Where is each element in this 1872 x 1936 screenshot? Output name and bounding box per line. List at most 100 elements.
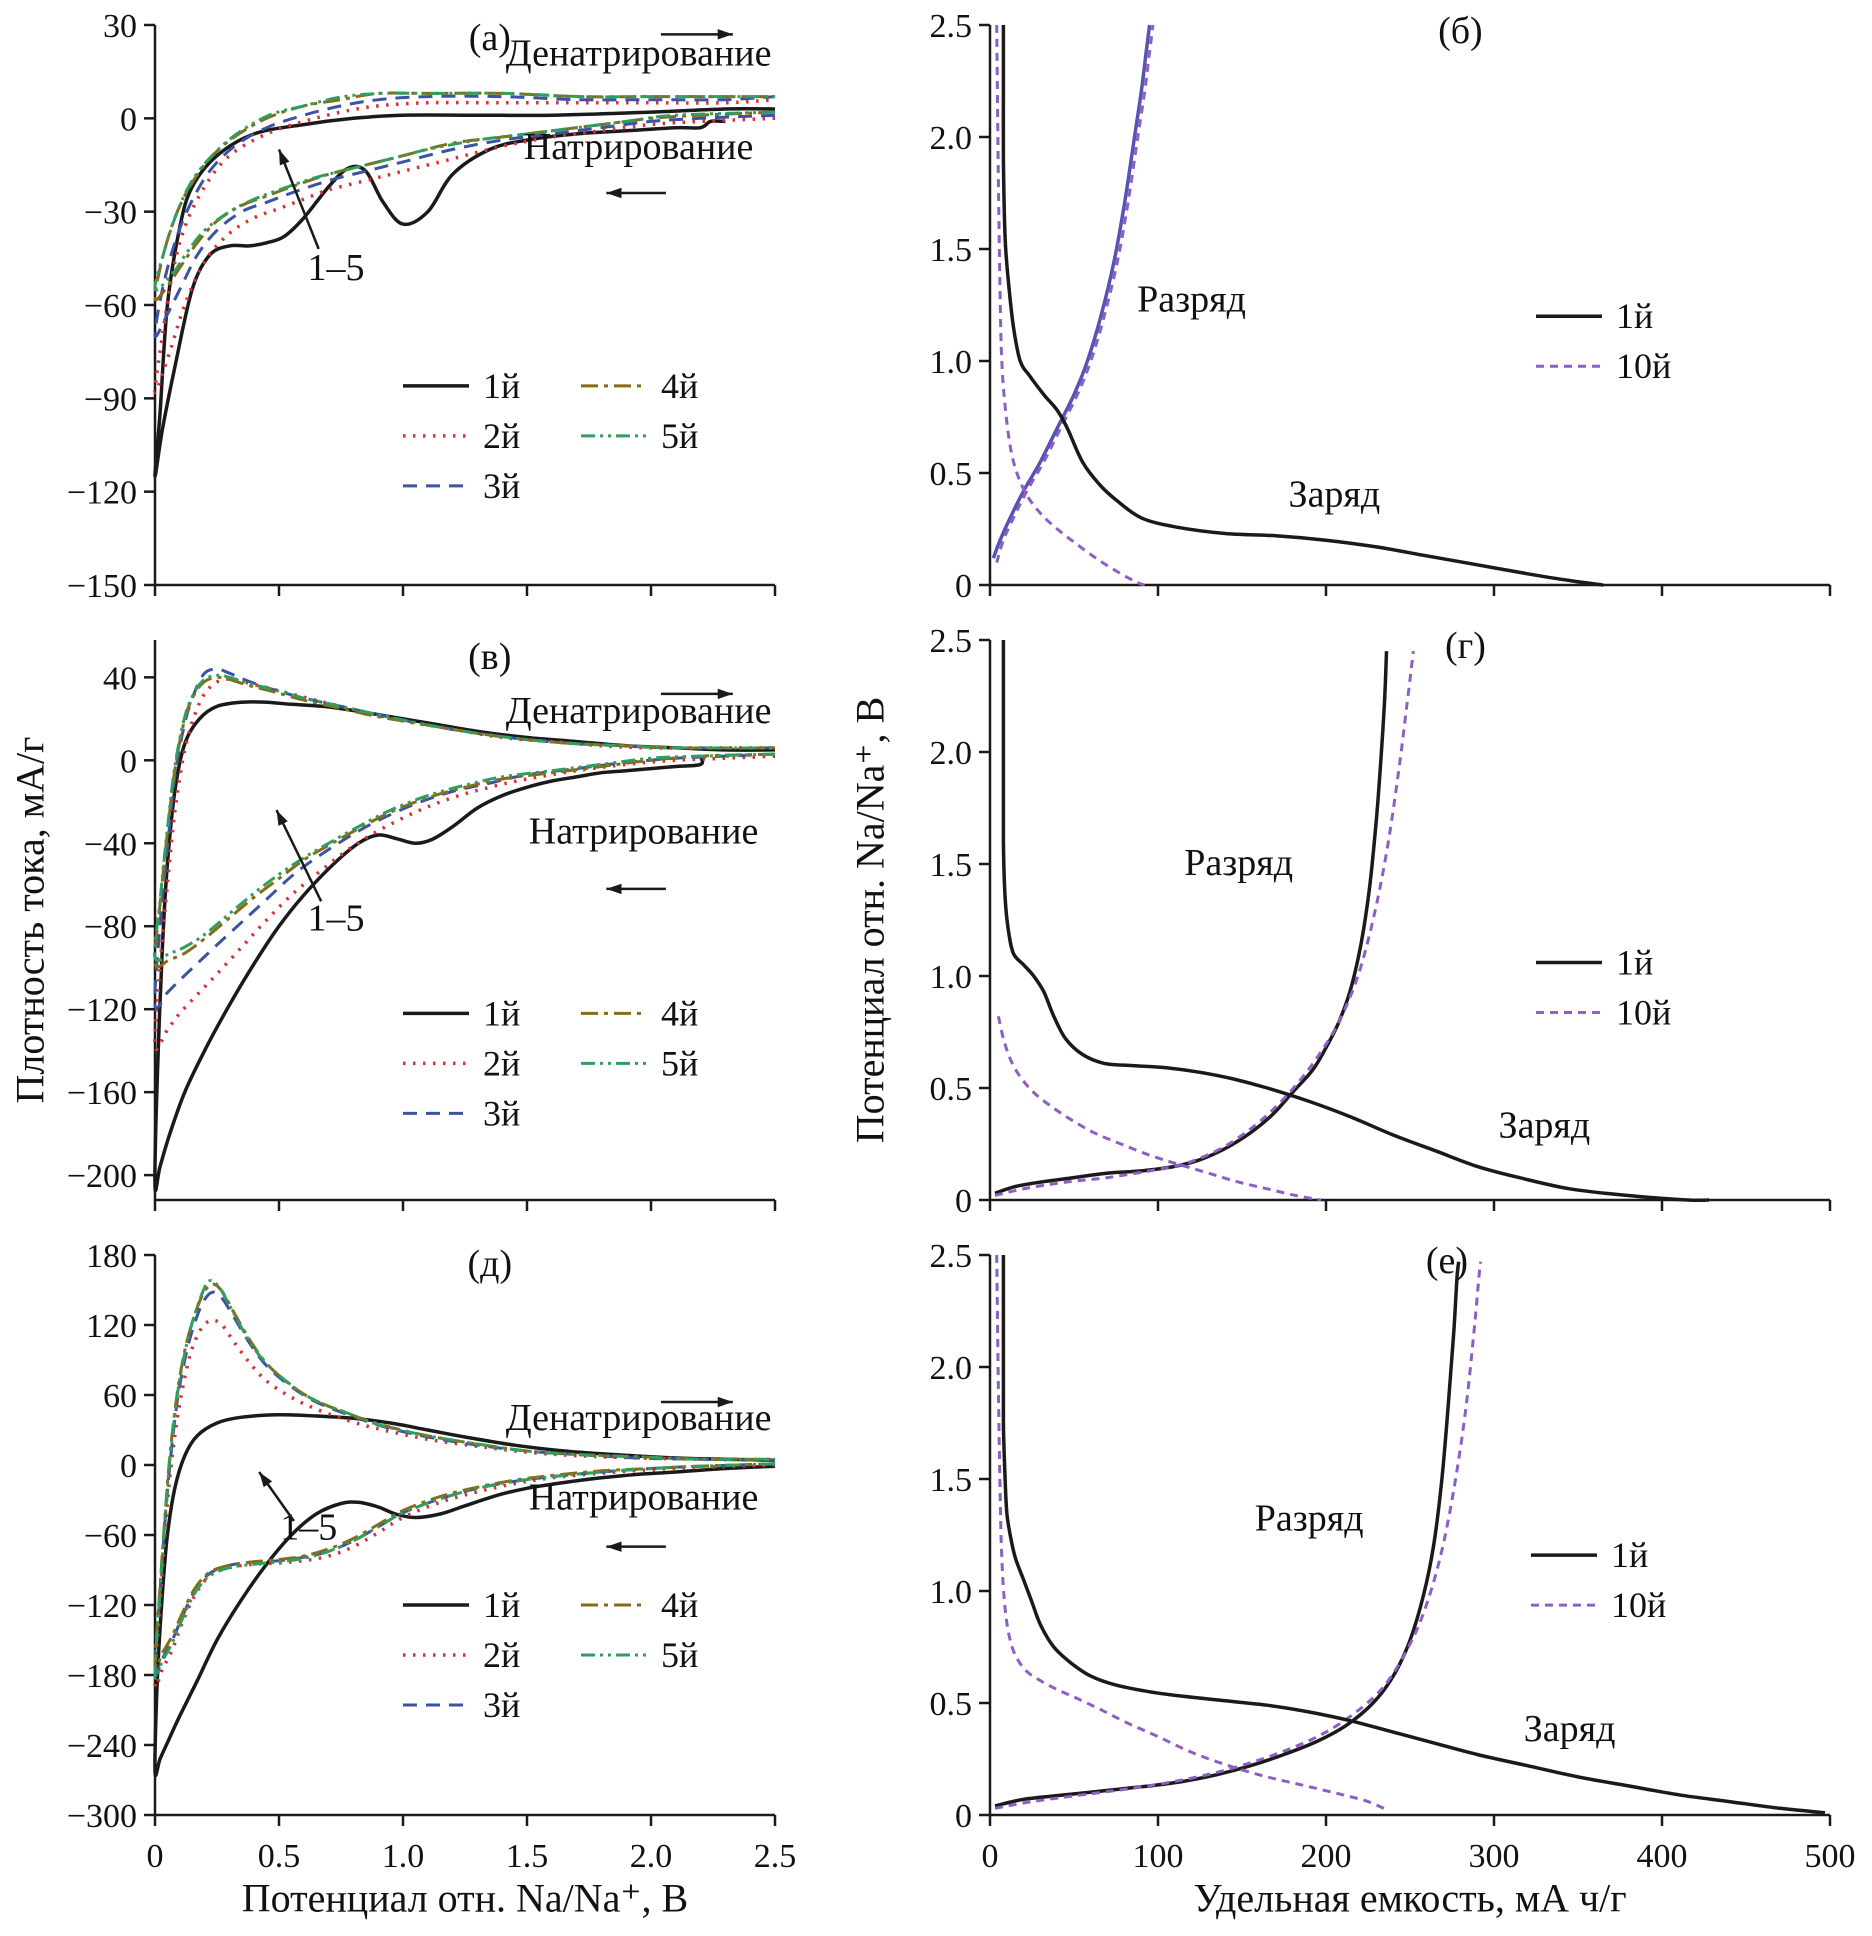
direction-arrow-line bbox=[275, 809, 323, 902]
series-cycle-2 bbox=[153, 677, 776, 1051]
x-tick-label: 2.0 bbox=[630, 1838, 673, 1875]
series-zaryad-1 bbox=[1001, 25, 1604, 587]
x-tick-label: 0 bbox=[147, 1838, 164, 1875]
annotation-text: Разряд bbox=[1255, 1498, 1364, 1540]
legend-label: 10й bbox=[1616, 346, 1671, 386]
annotation-text: Заряд bbox=[1499, 1104, 1591, 1146]
x-tick-label: 1.5 bbox=[506, 1838, 549, 1875]
y-tick-label: −40 bbox=[84, 826, 137, 863]
axes-spines bbox=[988, 640, 1830, 1202]
series-razryad-10 bbox=[994, 1261, 1483, 1810]
legend-label: 1й bbox=[1616, 943, 1653, 983]
x-tick-label: 500 bbox=[1805, 1838, 1856, 1875]
y-tick-label: −160 bbox=[67, 1075, 137, 1112]
annotation-text: Разряд bbox=[1184, 842, 1293, 884]
y-tick-label: −120 bbox=[67, 475, 137, 512]
y-tick-label: 2.5 bbox=[930, 1238, 973, 1275]
y-tick-label: 1.5 bbox=[930, 232, 973, 269]
y-tick-label: 0 bbox=[955, 1798, 972, 1835]
series-razryad-1 bbox=[994, 1261, 1461, 1808]
direction-arrow-head bbox=[717, 29, 733, 40]
y-tick-label: 1.5 bbox=[930, 1462, 973, 1499]
legend-label: 3й bbox=[483, 466, 520, 506]
x-tick-label: 0 bbox=[982, 1838, 999, 1875]
panel-letter: (е) bbox=[1426, 1240, 1468, 1282]
legend-label: 1й bbox=[483, 1585, 520, 1625]
legend-label: 3й bbox=[483, 1093, 520, 1133]
legend-label: 4й bbox=[661, 366, 698, 406]
legend-label: 5й bbox=[661, 1043, 698, 1083]
direction-arrow-head bbox=[259, 1472, 273, 1488]
legend-label: 5й bbox=[661, 416, 698, 456]
y-tick-label: 60 bbox=[103, 1378, 137, 1415]
right-x-axis-title: Удельная емкость, мА ч/г bbox=[1193, 1875, 1627, 1921]
panel-a: 30 0 −30 −60 −90 −120 −150 Денатрирование Натрир… bbox=[67, 8, 777, 605]
y-tick-label: 2.0 bbox=[930, 1350, 973, 1387]
series-cycle-1 bbox=[153, 700, 776, 1193]
annotation-text: Денатрирование bbox=[506, 1397, 772, 1439]
direction-arrow-head bbox=[606, 187, 622, 199]
direction-arrow-line bbox=[277, 148, 320, 250]
direction-arrow-head bbox=[606, 883, 622, 895]
y-tick-label: 1.0 bbox=[930, 959, 973, 996]
y-tick-label: 0 bbox=[120, 743, 137, 780]
y-tick-label: −90 bbox=[84, 381, 137, 418]
series-cycle-2 bbox=[153, 97, 776, 394]
legend-label: 10й bbox=[1611, 1585, 1666, 1625]
legend-label: 2й bbox=[483, 1635, 520, 1675]
series-zaryad-1 bbox=[1001, 640, 1710, 1203]
x-tick-label: 100 bbox=[1133, 1838, 1184, 1875]
y-tick-label: 2.0 bbox=[930, 120, 973, 157]
x-tick-label: 2.5 bbox=[754, 1838, 797, 1875]
series-cycle-4 bbox=[153, 91, 776, 302]
series-razryad-10 bbox=[994, 651, 1415, 1197]
y-tick-label: 120 bbox=[86, 1308, 137, 1345]
panel-v: 40 0 −40 −80 −120 −160 −200 Денатрирование Натри… bbox=[67, 636, 777, 1211]
direction-arrow-head bbox=[606, 1541, 622, 1552]
annotation-text: Натрирование bbox=[524, 126, 754, 168]
y-tick-label: −60 bbox=[84, 1518, 137, 1555]
y-tick-label: 0 bbox=[120, 101, 137, 138]
y-tick-label: −240 bbox=[67, 1728, 137, 1765]
y-tick-label: 2.5 bbox=[930, 623, 973, 660]
legend-label: 1й bbox=[483, 366, 520, 406]
annotation-text: Натрирование bbox=[529, 1476, 759, 1518]
y-tick-label: 1.0 bbox=[930, 344, 973, 381]
legend-label: 2й bbox=[483, 416, 520, 456]
annotation-text: 1–5 bbox=[308, 247, 365, 289]
annotation-text: Заряд bbox=[1524, 1708, 1616, 1750]
legend-label: 5й bbox=[661, 1635, 698, 1675]
panel-letter: (в) bbox=[468, 636, 511, 678]
x-tick-label: 1.0 bbox=[382, 1838, 425, 1875]
panel-letter: (д) bbox=[467, 1243, 512, 1285]
y-tick-label: 0.5 bbox=[930, 1686, 973, 1723]
y-tick-label: −180 bbox=[67, 1658, 137, 1695]
series-razryad-10 bbox=[995, 24, 1155, 564]
annotation-text: Натрирование bbox=[529, 810, 759, 852]
y-tick-label: 0 bbox=[120, 1448, 137, 1485]
series-cycle-1 bbox=[153, 107, 776, 478]
panel-letter: (б) bbox=[1438, 10, 1483, 52]
y-tick-label: 40 bbox=[103, 660, 137, 697]
series-zaryad-1 bbox=[1001, 1255, 1826, 1815]
legend-label: 3й bbox=[483, 1685, 520, 1725]
direction-arrow-head bbox=[717, 1396, 733, 1408]
series-cycle-1 bbox=[153, 1413, 776, 1778]
annotation-text: 1–5 bbox=[308, 897, 365, 939]
series-razryad-1 bbox=[994, 651, 1389, 1195]
legend-label: 4й bbox=[661, 1585, 698, 1625]
series-zaryad-10 bbox=[995, 24, 1146, 587]
y-tick-label: −200 bbox=[67, 1158, 137, 1195]
x-tick-label: 200 bbox=[1301, 1838, 1352, 1875]
panel-g: 2.5 2.0 1.5 1.0 0.5 0 Разряд Заряд (г) 1й 10й bbox=[930, 623, 1832, 1220]
y-tick-label: 1.5 bbox=[930, 847, 973, 884]
series-cycle-5 bbox=[153, 91, 776, 292]
panel-letter: (г) bbox=[1445, 625, 1486, 667]
panel-e: 2.5 2.0 1.5 1.0 0.5 00 100 200 300 400 500 Разряд За… bbox=[930, 1238, 1856, 1875]
y-tick-label: −60 bbox=[84, 288, 137, 325]
series-cycle-5 bbox=[153, 673, 776, 963]
y-tick-label: 1.0 bbox=[930, 1574, 973, 1611]
y-tick-label: 2.5 bbox=[930, 8, 973, 45]
